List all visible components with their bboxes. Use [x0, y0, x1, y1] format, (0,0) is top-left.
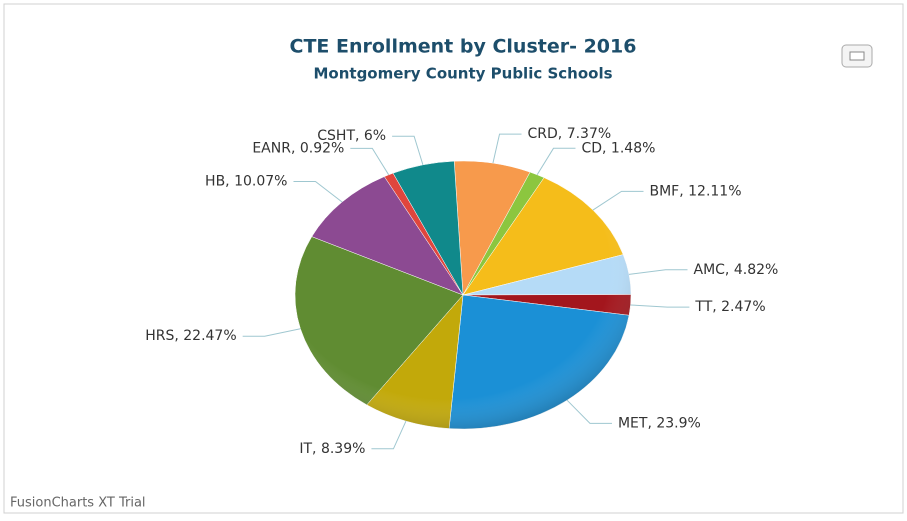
leader-line — [350, 147, 390, 176]
leader-line — [628, 269, 688, 275]
data-label: HB, 10.07% — [205, 174, 287, 190]
leader-line — [566, 399, 612, 424]
leader-line — [492, 133, 522, 164]
data-label: TT, 2.47% — [694, 299, 765, 315]
data-label: CSHT, 6% — [317, 128, 386, 144]
leader-line — [592, 190, 644, 211]
leader-line — [630, 304, 690, 308]
chart-title: CTE Enrollment by Cluster- 2016 — [290, 36, 637, 58]
leader-line — [536, 147, 576, 176]
data-label: EANR, 0.92% — [252, 140, 344, 156]
watermark: FusionCharts XT Trial — [10, 496, 146, 511]
menu-icon[interactable] — [849, 51, 865, 61]
data-label: BMF, 12.11% — [650, 183, 742, 199]
leader-line — [371, 420, 407, 450]
data-label: MET, 23.9% — [618, 415, 701, 431]
leader-line — [392, 135, 424, 166]
leader-line — [293, 181, 343, 203]
menu-button[interactable] — [841, 44, 873, 68]
chart-subtitle: Montgomery County Public Schools — [313, 65, 612, 83]
data-label: AMC, 4.82% — [694, 262, 779, 278]
data-label: CD, 1.48% — [581, 140, 655, 156]
data-label: CRD, 7.37% — [528, 126, 612, 142]
data-label: IT, 8.39% — [299, 441, 365, 457]
leader-line — [242, 328, 301, 337]
data-label: HRS, 22.47% — [145, 328, 236, 344]
